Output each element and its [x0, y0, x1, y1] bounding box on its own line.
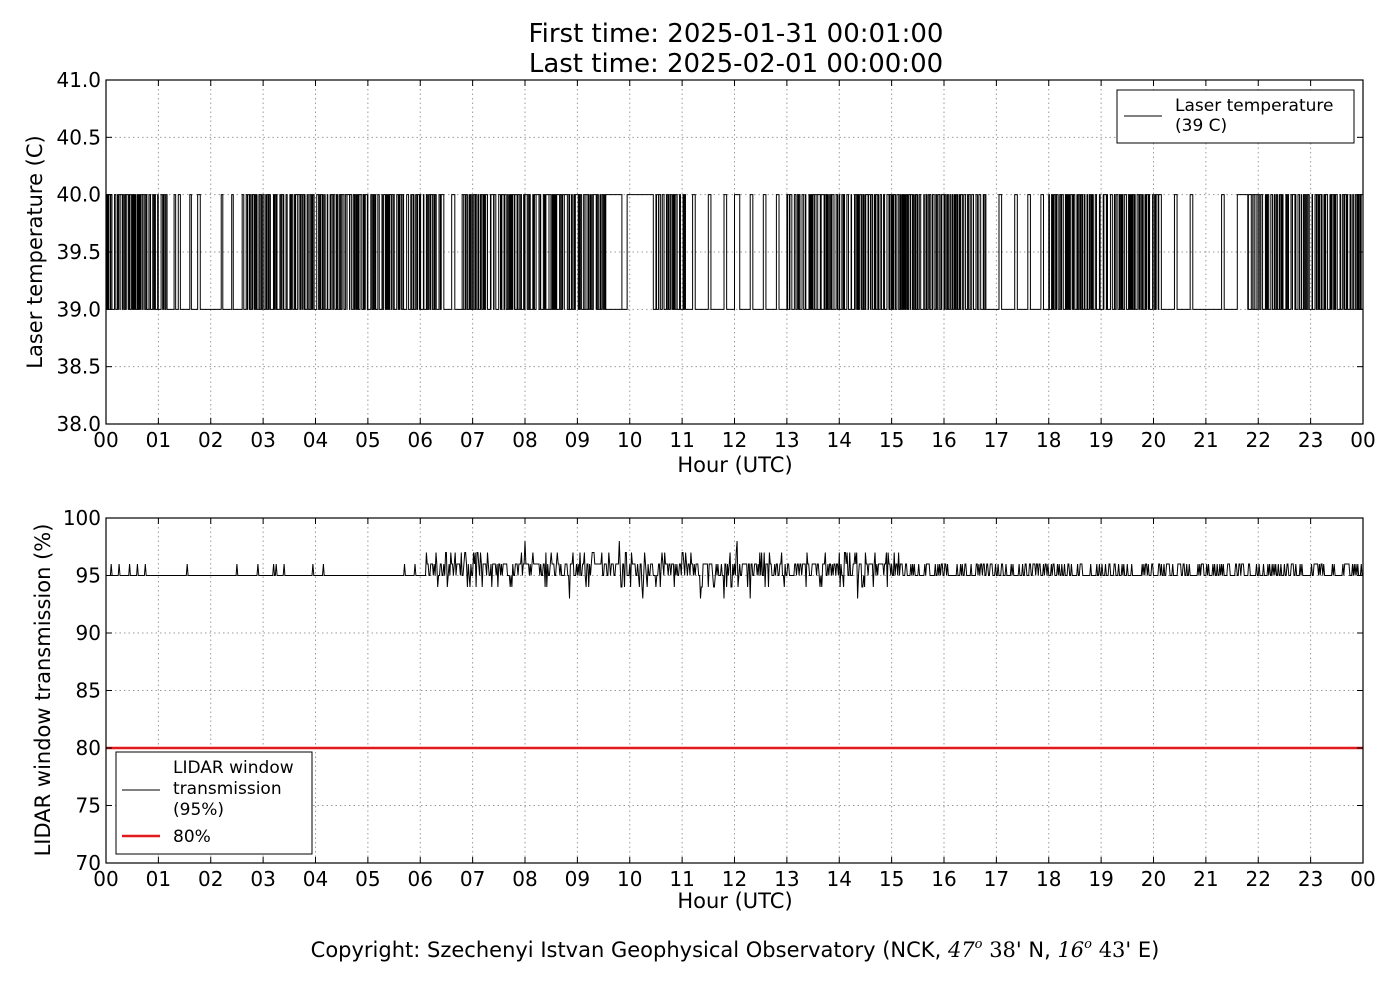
x-tick-label: 20 [1141, 867, 1166, 891]
x-tick-label: 10 [617, 867, 642, 891]
x-tick-label: 05 [355, 867, 380, 891]
x-tick-label: 11 [669, 428, 694, 452]
x-tick-label: 21 [1193, 867, 1218, 891]
legend-label: Laser temperature [1175, 96, 1333, 116]
x-tick-label: 01 [146, 867, 171, 891]
x-tick-label: 18 [1036, 428, 1061, 452]
x-tick-label: 23 [1298, 428, 1323, 452]
legend-label: transmission [173, 779, 282, 799]
x-tick-label: 14 [827, 867, 852, 891]
y-tick-label: 40.0 [56, 183, 101, 207]
x-tick-label: 15 [879, 867, 904, 891]
x-tick-label: 03 [250, 867, 275, 891]
grid [106, 518, 1363, 863]
y-tick-label: 40.5 [56, 125, 101, 149]
x-tick-label: 18 [1036, 867, 1061, 891]
title-first-time: First time: 2025-01-31 00:01:00 [529, 19, 944, 49]
legend: Laser temperature (39 C) [1116, 89, 1355, 144]
x-tick-label: 06 [408, 428, 433, 452]
y-tick-label: 80 [76, 736, 101, 760]
y-tick-label: 95 [76, 564, 101, 588]
x-tick-label: 16 [931, 867, 956, 891]
x-tick-label: 01 [146, 428, 171, 452]
x-tick-label: 10 [617, 428, 642, 452]
x-tick-label: 02 [198, 428, 223, 452]
x-tick-label: 22 [1246, 428, 1271, 452]
y-tick-label: 100 [63, 506, 101, 530]
laser-temperature-panel: 38.038.539.039.540.040.541.0 00 01 02 03 04 0… [23, 68, 1376, 477]
x-tick-label: 22 [1246, 867, 1271, 891]
legend-label: (95%) [173, 800, 224, 820]
x-tick-label: 13 [774, 867, 799, 891]
x-tick-label: 09 [565, 428, 590, 452]
y-tick-label: 39.5 [56, 240, 101, 264]
copyright: Copyright: Szechenyi Istvan Geophysical … [311, 937, 1160, 962]
x-tick-label: 23 [1298, 867, 1323, 891]
x-tick-label: 19 [1088, 867, 1113, 891]
x-tick-label: 00 [1350, 867, 1375, 891]
x-tick-label: 16 [931, 428, 956, 452]
x-axis-label: Hour (UTC) [677, 889, 792, 913]
lidar-transmission-panel: 70 75 80 85 90 95 100 00 01 02 03 04 05 06 07 08 09 10 11… [31, 506, 1376, 913]
lidar-transmission-series [106, 540, 1363, 599]
y-tick-label: 39.0 [56, 297, 101, 321]
x-tick-label: 02 [198, 867, 223, 891]
x-tick-label: 06 [408, 867, 433, 891]
y-axis-label: LIDAR window transmission (%) [31, 524, 55, 857]
y-tick-label: 38.5 [56, 355, 101, 379]
legend-label: 80% [173, 827, 211, 847]
y-tick-labels: 38.0 38.5 39.0 39.5 40.0 40.5 41.0 [56, 68, 1363, 436]
x-tick-label: 20 [1141, 428, 1166, 452]
y-tick-label: 70 [76, 851, 101, 875]
y-tick-label: 38.0 [56, 412, 101, 436]
x-tick-label: 13 [774, 428, 799, 452]
series-line-laser-temperature [105, 194, 1363, 310]
legend-label: (39 C) [1175, 116, 1227, 136]
x-tick-label: 08 [512, 428, 537, 452]
x-tick-label: 07 [460, 428, 485, 452]
x-tick-label: 08 [512, 867, 537, 891]
y-tick-labels: 70 75 80 85 90 95 100 [63, 506, 1363, 875]
x-axis-label: Hour (UTC) [677, 453, 792, 477]
laser-temperature-series [105, 194, 1363, 310]
y-tick-label: 90 [76, 621, 101, 645]
x-tick-label: 12 [722, 867, 747, 891]
x-tick-label: 04 [303, 428, 328, 452]
x-tick-label: 11 [669, 867, 694, 891]
y-tick-label: 41.0 [56, 68, 101, 92]
legend-label: LIDAR window [173, 758, 294, 778]
legend: LIDAR window transmission (95%) 80% [115, 751, 313, 855]
title-last-time: Last time: 2025-02-01 00:00:00 [529, 49, 943, 79]
x-tick-label: 03 [250, 428, 275, 452]
x-tick-labels: 00 01 02 03 04 05 06 07 08 09 10 11 12 13 14 15 16 17 18 19… [93, 80, 1376, 452]
x-tick-label: 17 [984, 867, 1009, 891]
x-tick-label: 00 [93, 428, 118, 452]
x-tick-label: 14 [827, 428, 852, 452]
x-tick-label: 07 [460, 867, 485, 891]
x-tick-label: 00 [93, 867, 118, 891]
x-tick-label: 00 [1350, 428, 1375, 452]
y-axis-label: Laser temperature (C) [23, 135, 47, 368]
x-tick-labels: 00 01 02 03 04 05 06 07 08 09 10 11 12 13 14 15 16 17 18 19… [93, 518, 1376, 891]
x-tick-label: 15 [879, 428, 904, 452]
y-tick-label: 75 [76, 794, 101, 818]
series-line-lidar-transmission [106, 540, 1363, 599]
x-tick-label: 09 [565, 867, 590, 891]
x-tick-label: 04 [303, 867, 328, 891]
x-tick-label: 19 [1088, 428, 1113, 452]
x-tick-label: 21 [1193, 428, 1218, 452]
y-tick-label: 85 [76, 679, 101, 703]
x-tick-label: 17 [984, 428, 1009, 452]
x-tick-label: 12 [722, 428, 747, 452]
x-tick-label: 05 [355, 428, 380, 452]
